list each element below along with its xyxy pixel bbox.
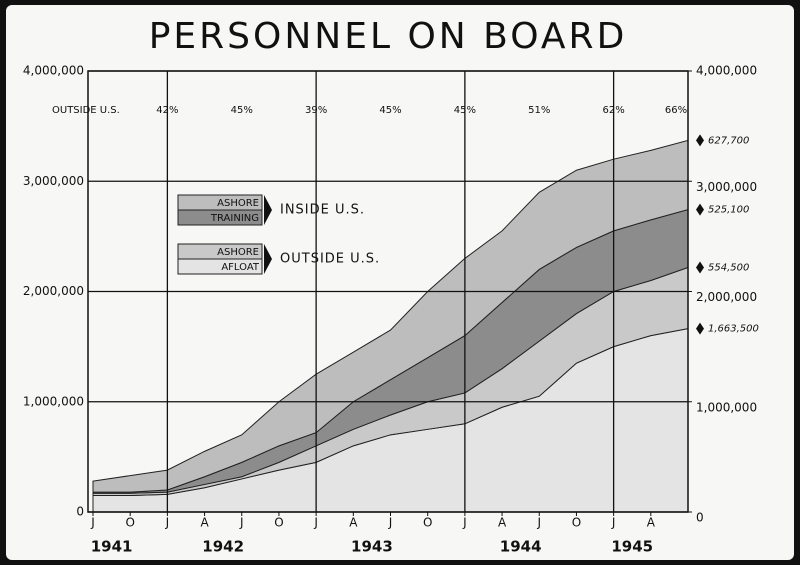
- x-tick-label: A: [647, 516, 656, 530]
- legend-label: AFLOAT: [221, 262, 260, 273]
- x-tick-label: J: [462, 516, 467, 530]
- y2-tick-label: 2,000,000: [696, 290, 757, 304]
- x-tick-label: J: [388, 516, 393, 530]
- year-label: 1944: [500, 538, 542, 556]
- x-tick-label: A: [498, 516, 507, 530]
- share-label: 45%: [379, 105, 401, 116]
- x-tick-label: J: [239, 516, 244, 530]
- y-tick-label: 3,000,000: [23, 174, 84, 188]
- share-label: 66%: [665, 105, 687, 116]
- x-tick-label: J: [90, 516, 95, 530]
- share-label: 42%: [156, 105, 178, 116]
- label-arrow: [696, 261, 704, 274]
- x-tick-label: J: [165, 516, 170, 530]
- y-tick-label: 0: [76, 505, 84, 519]
- x-tick-label: O: [274, 516, 283, 530]
- x-tick-label: J: [611, 516, 616, 530]
- legend-swatch: [177, 258, 263, 275]
- legend-brace: [264, 195, 272, 225]
- value-label: 1,663,500: [708, 324, 759, 335]
- x-tick-label: J: [313, 516, 318, 530]
- legend-label: ASHORE: [217, 247, 259, 258]
- x-tick-label: O: [125, 516, 134, 530]
- year-label: 1943: [351, 538, 393, 556]
- share-label: 51%: [528, 105, 550, 116]
- y-tick-label: 2,000,000: [23, 284, 84, 298]
- x-tick-label: J: [536, 516, 541, 530]
- value-label: 627,700: [708, 135, 749, 146]
- value-label: 554,500: [708, 262, 749, 273]
- label-arrow: [696, 322, 704, 335]
- y-tick-label: 1,000,000: [23, 394, 84, 408]
- x-tick-label: A: [349, 516, 358, 530]
- share-label: 62%: [603, 105, 625, 116]
- chart-title: PERSONNEL ON BOARD: [149, 16, 628, 57]
- legend-brace: [264, 244, 272, 274]
- share-label: 45%: [454, 105, 476, 116]
- x-tick-label: O: [423, 516, 432, 530]
- legend-swatch: [177, 209, 263, 226]
- y2-tick-label: 3,000,000: [696, 180, 757, 194]
- y-tick-label: 4,000,000: [23, 64, 84, 78]
- year-label: 1941: [91, 538, 133, 556]
- year-label: 1945: [611, 538, 653, 556]
- legend-label: ASHORE: [217, 198, 259, 209]
- legend-label: TRAINING: [210, 213, 259, 224]
- value-label: 525,100: [708, 205, 749, 216]
- y2-tick-label: 1,000,000: [696, 400, 757, 414]
- y2-tick-label: 0: [696, 511, 704, 525]
- year-label: 1942: [202, 538, 244, 556]
- label-arrow: [696, 203, 704, 216]
- legend-group-label: INSIDE U.S.: [280, 203, 365, 218]
- share-title: OUTSIDE U.S.: [52, 105, 120, 116]
- share-label: 45%: [231, 105, 253, 116]
- label-arrow: [696, 134, 704, 147]
- x-tick-label: O: [572, 516, 581, 530]
- x-tick-label: A: [200, 516, 209, 530]
- share-label: 39%: [305, 105, 327, 116]
- y2-tick-label: 4,000,000: [696, 64, 757, 78]
- legend-group-label: OUTSIDE U.S.: [280, 252, 380, 267]
